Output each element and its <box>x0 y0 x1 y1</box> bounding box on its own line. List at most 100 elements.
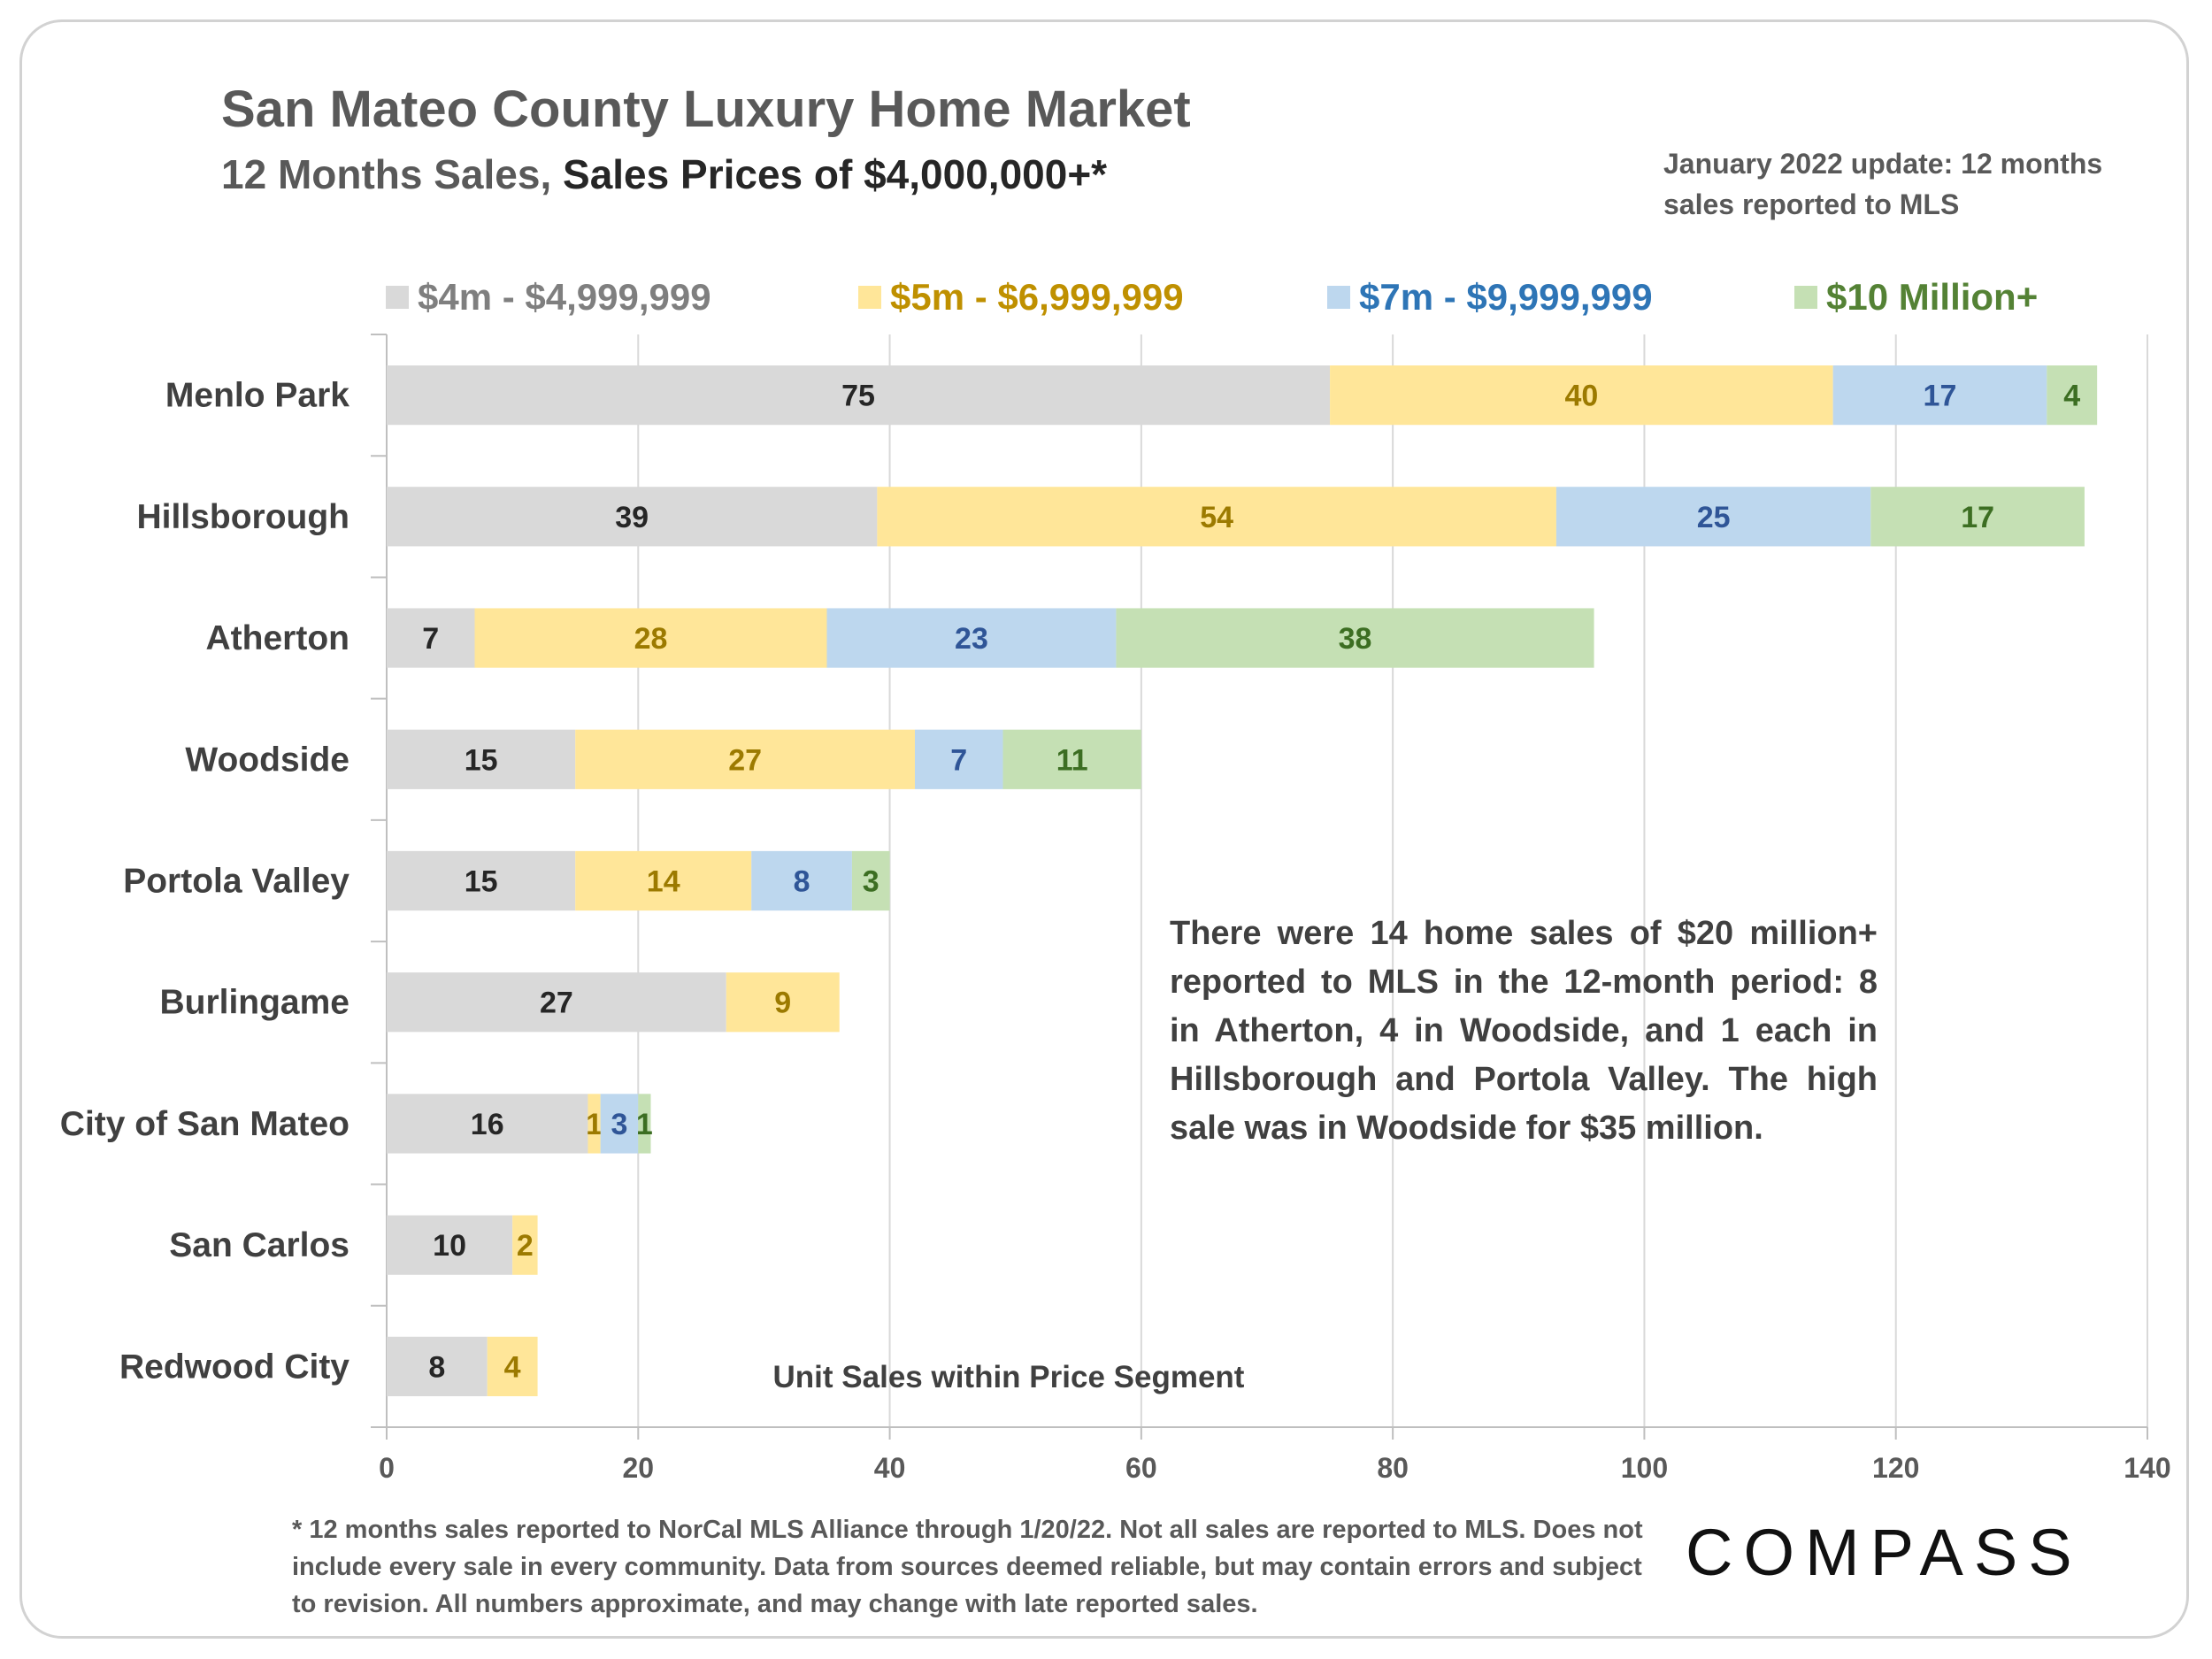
data-label: 16 <box>471 1108 504 1141</box>
compass-logo: COMPASS <box>1686 1516 2083 1589</box>
data-label: 3 <box>611 1108 628 1141</box>
bar-segment <box>387 608 475 668</box>
data-label: 39 <box>615 501 649 534</box>
bar-segment <box>474 608 827 668</box>
x-tick-label: 40 <box>874 1452 906 1484</box>
legend-label: $4m - $4,999,999 <box>418 276 711 318</box>
bar-segment <box>387 487 878 547</box>
x-tick-label: 80 <box>1377 1452 1409 1484</box>
data-label: 3 <box>863 865 879 899</box>
data-label: 11 <box>1056 743 1088 777</box>
bar-segment <box>751 850 852 911</box>
data-label: 1 <box>636 1108 653 1141</box>
category-label: Portola Valley <box>123 863 349 901</box>
data-label: 38 <box>1339 622 1372 656</box>
data-label: 8 <box>428 1350 445 1384</box>
bar-segment <box>588 1094 601 1154</box>
bar-segment <box>600 1094 639 1154</box>
data-label: 27 <box>728 743 762 777</box>
legend-swatch <box>858 286 881 309</box>
chart-subtitle: 12 Months Sales, Sales Prices of $4,000,… <box>221 150 1107 198</box>
data-label: 4 <box>2063 380 2080 413</box>
legend-item-4m: $4m - $4,999,999 <box>386 273 711 322</box>
category-label: Burlingame <box>159 984 349 1022</box>
bar-segment <box>1330 365 1833 426</box>
bar-segment <box>726 972 840 1033</box>
subtitle-prefix: 12 Months Sales, <box>221 151 552 197</box>
bar-segment <box>387 365 1331 426</box>
subtitle-emphasis: Sales Prices of $4,000,000+* <box>563 151 1108 197</box>
x-tick-label: 140 <box>2124 1452 2170 1484</box>
category-label: Hillsborough <box>137 498 349 536</box>
bar-segment <box>1870 487 2085 547</box>
category-label: City of San Mateo <box>60 1105 349 1143</box>
bar-segment <box>1555 487 1871 547</box>
data-label: 15 <box>465 743 498 777</box>
chart-title: San Mateo County Luxury Home Market <box>221 81 1191 138</box>
bar-segment <box>877 487 1556 547</box>
legend-swatch <box>386 286 409 309</box>
data-label: 7 <box>422 622 439 656</box>
annotation-text: There were 14 home sales of $20 million+… <box>1170 915 1878 1147</box>
bar-segment <box>387 1094 588 1154</box>
bar-segment <box>387 1215 513 1275</box>
bar-segment <box>387 850 576 911</box>
data-label: 9 <box>774 987 791 1020</box>
legend-item-10m: $10 Million+ <box>1794 273 2038 322</box>
data-label: 75 <box>841 380 875 413</box>
bar-segment <box>512 1215 538 1275</box>
bar-segment <box>575 729 915 789</box>
data-label: 40 <box>1564 380 1598 413</box>
x-tick-label: 20 <box>622 1452 654 1484</box>
data-label: 28 <box>634 622 668 656</box>
x-tick-label: 0 <box>379 1452 395 1484</box>
data-label: 2 <box>517 1229 534 1263</box>
x-tick-label: 60 <box>1125 1452 1157 1484</box>
data-label: 4 <box>504 1350 521 1384</box>
category-label: Redwood City <box>119 1348 349 1386</box>
legend-label: $5m - $6,999,999 <box>890 276 1184 318</box>
data-label: 7 <box>950 743 967 777</box>
bar-segment <box>1002 729 1141 789</box>
bar-segment <box>1832 365 2047 426</box>
legend-label: $10 Million+ <box>1826 276 2039 318</box>
data-label: 1 <box>586 1108 603 1141</box>
chart-frame <box>19 19 2189 1639</box>
bar-segment <box>575 850 752 911</box>
data-label: 14 <box>647 865 680 899</box>
category-label: Atherton <box>206 619 349 657</box>
data-label: 54 <box>1200 501 1233 534</box>
bar-segment <box>826 608 1117 668</box>
bar-segment <box>1116 608 1594 668</box>
data-label: 8 <box>794 865 810 899</box>
data-label: 27 <box>540 987 573 1020</box>
bar-segment <box>915 729 1003 789</box>
bar-segment <box>2047 365 2098 426</box>
bar-segment <box>638 1094 651 1154</box>
data-label: 17 <box>1961 501 1994 534</box>
footnote: * 12 months sales reported to NorCal MLS… <box>292 1516 1643 1618</box>
legend-swatch <box>1794 286 1817 309</box>
legend-item-7m: $7m - $9,999,999 <box>1327 273 1653 322</box>
legend-label: $7m - $9,999,999 <box>1359 276 1653 318</box>
data-label: 25 <box>1697 501 1731 534</box>
legend-swatch <box>1327 286 1350 309</box>
update-note: January 2022 update: 12 months sales rep… <box>1663 148 2103 220</box>
category-label: Menlo Park <box>165 377 349 415</box>
data-label: 17 <box>1924 380 1957 413</box>
bar-segment <box>851 850 890 911</box>
bar-segment <box>387 729 576 789</box>
bar-segment <box>387 972 726 1033</box>
data-label: 23 <box>955 622 988 656</box>
bar-segment <box>387 1336 488 1397</box>
category-label: San Carlos <box>169 1226 349 1264</box>
x-axis-title: Unit Sales within Price Segment <box>773 1360 1245 1394</box>
data-label: 15 <box>465 865 498 899</box>
legend-item-5m: $5m - $6,999,999 <box>858 273 1184 322</box>
x-tick-label: 120 <box>1872 1452 1919 1484</box>
category-label: Woodside <box>185 741 349 779</box>
x-tick-label: 100 <box>1621 1452 1668 1484</box>
data-label: 10 <box>433 1229 466 1263</box>
bar-segment <box>487 1336 538 1397</box>
